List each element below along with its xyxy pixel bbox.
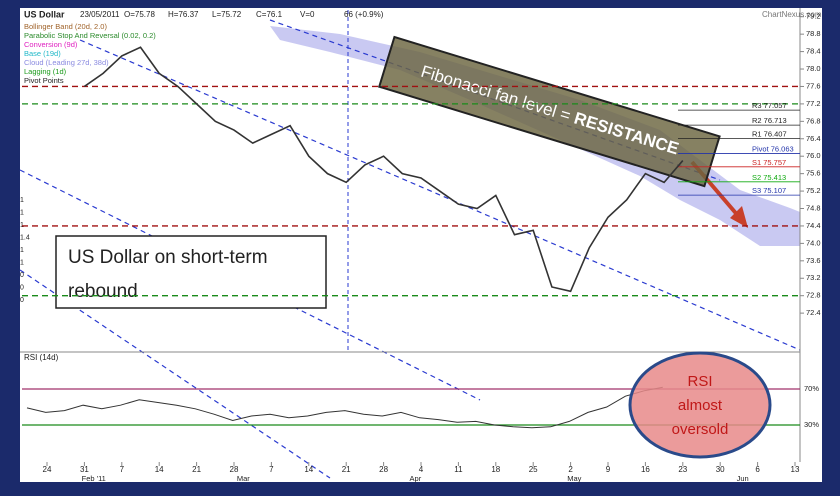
rebound-box xyxy=(55,235,327,309)
header-item: L=75.72 xyxy=(212,10,242,19)
legend-entry: Cloud (Leading 27d, 38d) xyxy=(24,58,109,67)
pivot-label: S1 75.757 xyxy=(752,158,786,167)
legend-entry: Lagging (1d) xyxy=(24,67,67,76)
x-tick-label: 21 xyxy=(342,465,351,474)
x-tick-label: 11 xyxy=(454,465,463,474)
rsi-note-text: almost xyxy=(678,397,723,414)
x-tick-label: 23 xyxy=(678,465,687,474)
y-tick-label: 74.4 xyxy=(806,221,821,230)
cloud xyxy=(270,26,800,246)
y-tick-label: 77.6 xyxy=(806,81,821,90)
header-item: C=76.1 xyxy=(256,10,283,19)
x-tick-label: 16 xyxy=(641,465,650,474)
rsi-note-circle xyxy=(628,351,772,459)
rsi-title: RSI (14d) xyxy=(24,353,59,362)
month-label: Mar xyxy=(237,474,250,483)
y-tick-label: 74.0 xyxy=(806,238,821,247)
header-item: V=0 xyxy=(300,10,315,19)
y-tick-label: 73.2 xyxy=(806,273,821,282)
left-label: 1 xyxy=(20,259,24,266)
header-item: 23/05/2011 xyxy=(80,10,120,19)
left-label: 0 xyxy=(20,272,24,279)
rsi-tick-label: 70% xyxy=(804,384,819,393)
y-tick-label: 72.8 xyxy=(806,291,821,300)
pivot-label: S2 75.413 xyxy=(752,173,786,182)
left-label: 1 xyxy=(20,197,24,204)
header-item: H=76.37 xyxy=(168,10,199,19)
title: US Dollar xyxy=(24,9,65,19)
y-tick-label: 72.4 xyxy=(806,308,821,317)
legend-entry: Parabolic Stop And Reversal (0.02, 0.2) xyxy=(24,31,156,40)
rsi-note-text: oversold xyxy=(672,421,729,438)
header-item: O=75.78 xyxy=(124,10,155,19)
legend-entry: Pivot Points xyxy=(24,76,64,85)
x-tick-label: 2 xyxy=(568,465,573,474)
x-tick-label: 31 xyxy=(80,465,89,474)
y-tick-label: 78.4 xyxy=(806,47,821,56)
x-tick-label: 9 xyxy=(606,465,611,474)
pivot-label: R3 77.057 xyxy=(752,101,787,110)
x-tick-label: 7 xyxy=(120,465,125,474)
left-label: 1.4 xyxy=(20,234,30,241)
x-tick-label: 25 xyxy=(529,465,538,474)
x-tick-label: 28 xyxy=(379,465,388,474)
month-label: May xyxy=(567,474,581,483)
price-line xyxy=(83,46,684,293)
source: ChartNexus.com xyxy=(762,10,822,19)
y-tick-label: 77.2 xyxy=(806,99,821,108)
rsi-tick-label: 30% xyxy=(804,420,819,429)
left-label: 0 xyxy=(20,297,24,304)
month-label: Apr xyxy=(410,474,422,483)
y-tick-label: 78.8 xyxy=(806,29,821,38)
legend-entry: Base (19d) xyxy=(24,49,61,58)
x-tick-label: 14 xyxy=(304,465,313,474)
month-label: Jun xyxy=(737,474,749,483)
month-label: Feb '11 xyxy=(82,474,106,483)
y-tick-label: 76.8 xyxy=(806,116,821,125)
pivot-label: S3 75.107 xyxy=(752,186,786,195)
x-tick-label: 14 xyxy=(155,465,164,474)
pivot-label: Pivot 76.063 xyxy=(752,144,794,153)
rsi-line xyxy=(26,386,663,429)
x-tick-label: 28 xyxy=(230,465,239,474)
header-item: 66 (+0.9%) xyxy=(344,10,384,19)
y-tick-label: 75.6 xyxy=(806,169,821,178)
x-tick-label: 24 xyxy=(43,465,52,474)
x-tick-label: 13 xyxy=(791,465,800,474)
left-label: 0 xyxy=(20,284,24,291)
y-tick-label: 78.0 xyxy=(806,64,821,73)
arrow-head xyxy=(730,206,748,228)
y-tick-label: 74.8 xyxy=(806,203,821,212)
rebound-text: rebound xyxy=(68,281,138,302)
rsi-note-text: RSI xyxy=(687,373,712,390)
x-tick-label: 7 xyxy=(269,465,274,474)
legend-entry: Bollinger Band (20d, 2.0) xyxy=(24,22,107,31)
x-tick-label: 18 xyxy=(491,465,500,474)
pivot-label: R1 76.407 xyxy=(752,129,787,138)
y-tick-label: 73.6 xyxy=(806,256,821,265)
left-label: 1 xyxy=(20,247,24,254)
x-tick-label: 4 xyxy=(419,465,424,474)
x-tick-label: 21 xyxy=(192,465,201,474)
y-tick-label: 79.2 xyxy=(806,12,821,21)
pivot-label: R2 76.713 xyxy=(752,116,787,125)
x-tick-label: 6 xyxy=(755,465,760,474)
y-tick-label: 76.4 xyxy=(806,134,821,143)
legend-entry: Conversion (9d) xyxy=(24,40,78,49)
left-label: 1 xyxy=(20,209,24,216)
rebound-text: US Dollar on short-term xyxy=(68,247,268,268)
x-tick-label: 30 xyxy=(716,465,725,474)
y-tick-label: 75.2 xyxy=(806,186,821,195)
y-tick-label: 76.0 xyxy=(806,151,821,160)
